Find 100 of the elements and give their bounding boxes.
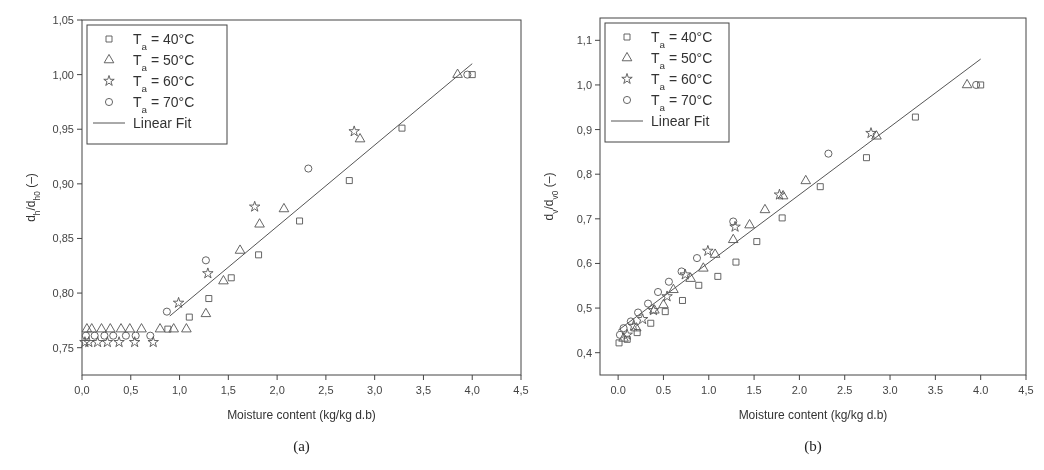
point [254, 218, 265, 228]
x-tick-label: 0.0 [610, 384, 626, 396]
point [865, 127, 877, 139]
x-tick-label: 2,0 [269, 384, 285, 396]
point [100, 331, 109, 340]
y-tick-label: 0,95 [52, 123, 74, 136]
point [677, 267, 686, 276]
x-tick-label: 4,5 [1018, 384, 1034, 396]
point [664, 277, 673, 286]
x-tick-label: 0.5 [655, 384, 672, 396]
point [709, 248, 721, 258]
legend-label: Linear Fit [651, 113, 710, 129]
point [773, 188, 786, 200]
y-tick-label: 0,6 [576, 257, 592, 270]
x-tick-label: 1.0 [701, 384, 717, 396]
y-tick-label: 1,0 [576, 78, 592, 91]
point [96, 323, 107, 333]
point [348, 125, 360, 137]
y-tick-label: 1,00 [52, 68, 74, 81]
point [147, 336, 159, 348]
point [753, 238, 761, 246]
point [248, 200, 261, 212]
point [778, 214, 786, 222]
point [618, 332, 629, 342]
point [234, 244, 246, 254]
point [81, 323, 93, 333]
point [124, 323, 136, 333]
point [777, 190, 789, 200]
y-tick-label: 0,9 [576, 123, 592, 136]
legend-label: T$_{a}$ = 60°C [133, 73, 195, 94]
point [162, 307, 171, 316]
point [977, 81, 985, 89]
x-tick-label: 3,5 [415, 384, 432, 396]
point [296, 217, 303, 225]
point [661, 290, 673, 302]
point [644, 299, 653, 308]
point [824, 149, 833, 158]
point [634, 308, 643, 317]
point [205, 295, 213, 302]
x-tick-label: 0,0 [74, 384, 90, 396]
point [626, 317, 635, 326]
point [227, 274, 235, 282]
point [647, 319, 655, 327]
x-tick-label: 3.0 [882, 384, 898, 396]
point [345, 177, 353, 185]
point [154, 323, 166, 333]
point [685, 272, 696, 282]
point [121, 331, 130, 340]
legend-label: T$_{a}$ = 70°C [133, 94, 195, 115]
point [679, 268, 691, 280]
point [91, 336, 104, 348]
point [871, 130, 882, 140]
point [692, 254, 701, 263]
point [615, 339, 623, 347]
x-axis-title: Moisture content (kg/kg d.b) [738, 408, 888, 422]
x-tick-label: 3,0 [367, 384, 383, 396]
y-tick-label: 1,05 [52, 14, 74, 26]
point [278, 202, 290, 213]
y-tick-label: 0,5 [576, 302, 592, 315]
point [131, 331, 140, 340]
point [468, 71, 476, 79]
point [911, 113, 919, 121]
point [729, 217, 738, 226]
point [115, 323, 127, 333]
point [732, 258, 740, 266]
point [398, 124, 406, 132]
x-tick-label: 1,0 [171, 384, 188, 396]
point [800, 174, 811, 185]
point [90, 331, 99, 340]
point [185, 313, 193, 321]
point [463, 70, 472, 79]
point [129, 336, 141, 348]
point [972, 80, 981, 89]
point [81, 331, 90, 340]
point [79, 336, 91, 348]
point [200, 307, 212, 318]
point [181, 323, 192, 333]
x-tick-label: 1.5 [746, 384, 762, 396]
x-tick-label: 0,5 [123, 384, 139, 396]
point [172, 296, 185, 308]
point [695, 281, 703, 289]
point [714, 272, 722, 280]
point [702, 244, 714, 256]
point [146, 331, 155, 340]
legend-label: T$_{a}$ = 40°C [133, 31, 195, 52]
y-tick-label: 0,7 [576, 212, 592, 225]
text: (a) [293, 438, 310, 455]
point [727, 233, 739, 244]
point [619, 324, 628, 333]
point [452, 68, 463, 78]
legend-label: T$_{a}$ = 50°C [651, 50, 713, 71]
y-tick-label: 0,90 [52, 177, 74, 190]
point [218, 275, 229, 285]
y-tick-label: 0,85 [52, 232, 74, 245]
point [653, 287, 663, 297]
x-tick-label: 1,5 [220, 384, 236, 396]
point [83, 336, 95, 348]
point [698, 262, 709, 272]
point [633, 329, 641, 337]
point [201, 256, 210, 265]
